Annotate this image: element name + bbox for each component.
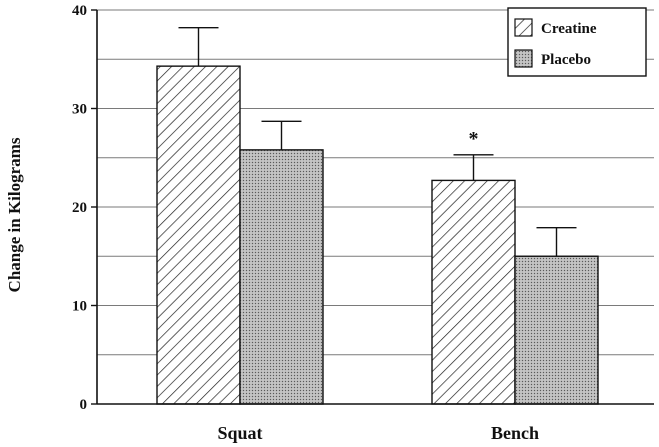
x-tick-label: Squat [217,423,262,443]
bar-bench-creatine [431,179,516,405]
legend-swatch-placebo [514,49,533,68]
bars [156,65,599,405]
legend-label-creatine: Creatine [541,21,597,37]
bar-bench-placebo [514,255,599,405]
legend: Creatine Placebo [507,7,647,77]
x-tick-label: Bench [491,423,539,443]
y-tick-label: 20 [72,200,87,216]
axes [91,9,654,405]
y-tick-label: 10 [72,299,87,315]
legend-label-placebo: Placebo [541,52,591,68]
labels: Squat Bench 0 10 20 30 40 * [72,3,539,443]
y-tick-label: 40 [72,3,87,19]
y-axis-label: Change in Kilograms [5,137,24,292]
significance-marker: * [469,128,479,150]
bar-squat-placebo [239,149,324,405]
legend-swatch-creatine [514,18,533,37]
y-tick-label: 0 [80,397,88,413]
error-bars [178,27,577,257]
y-tick-label: 30 [72,102,87,118]
bar-squat-creatine [156,65,241,405]
